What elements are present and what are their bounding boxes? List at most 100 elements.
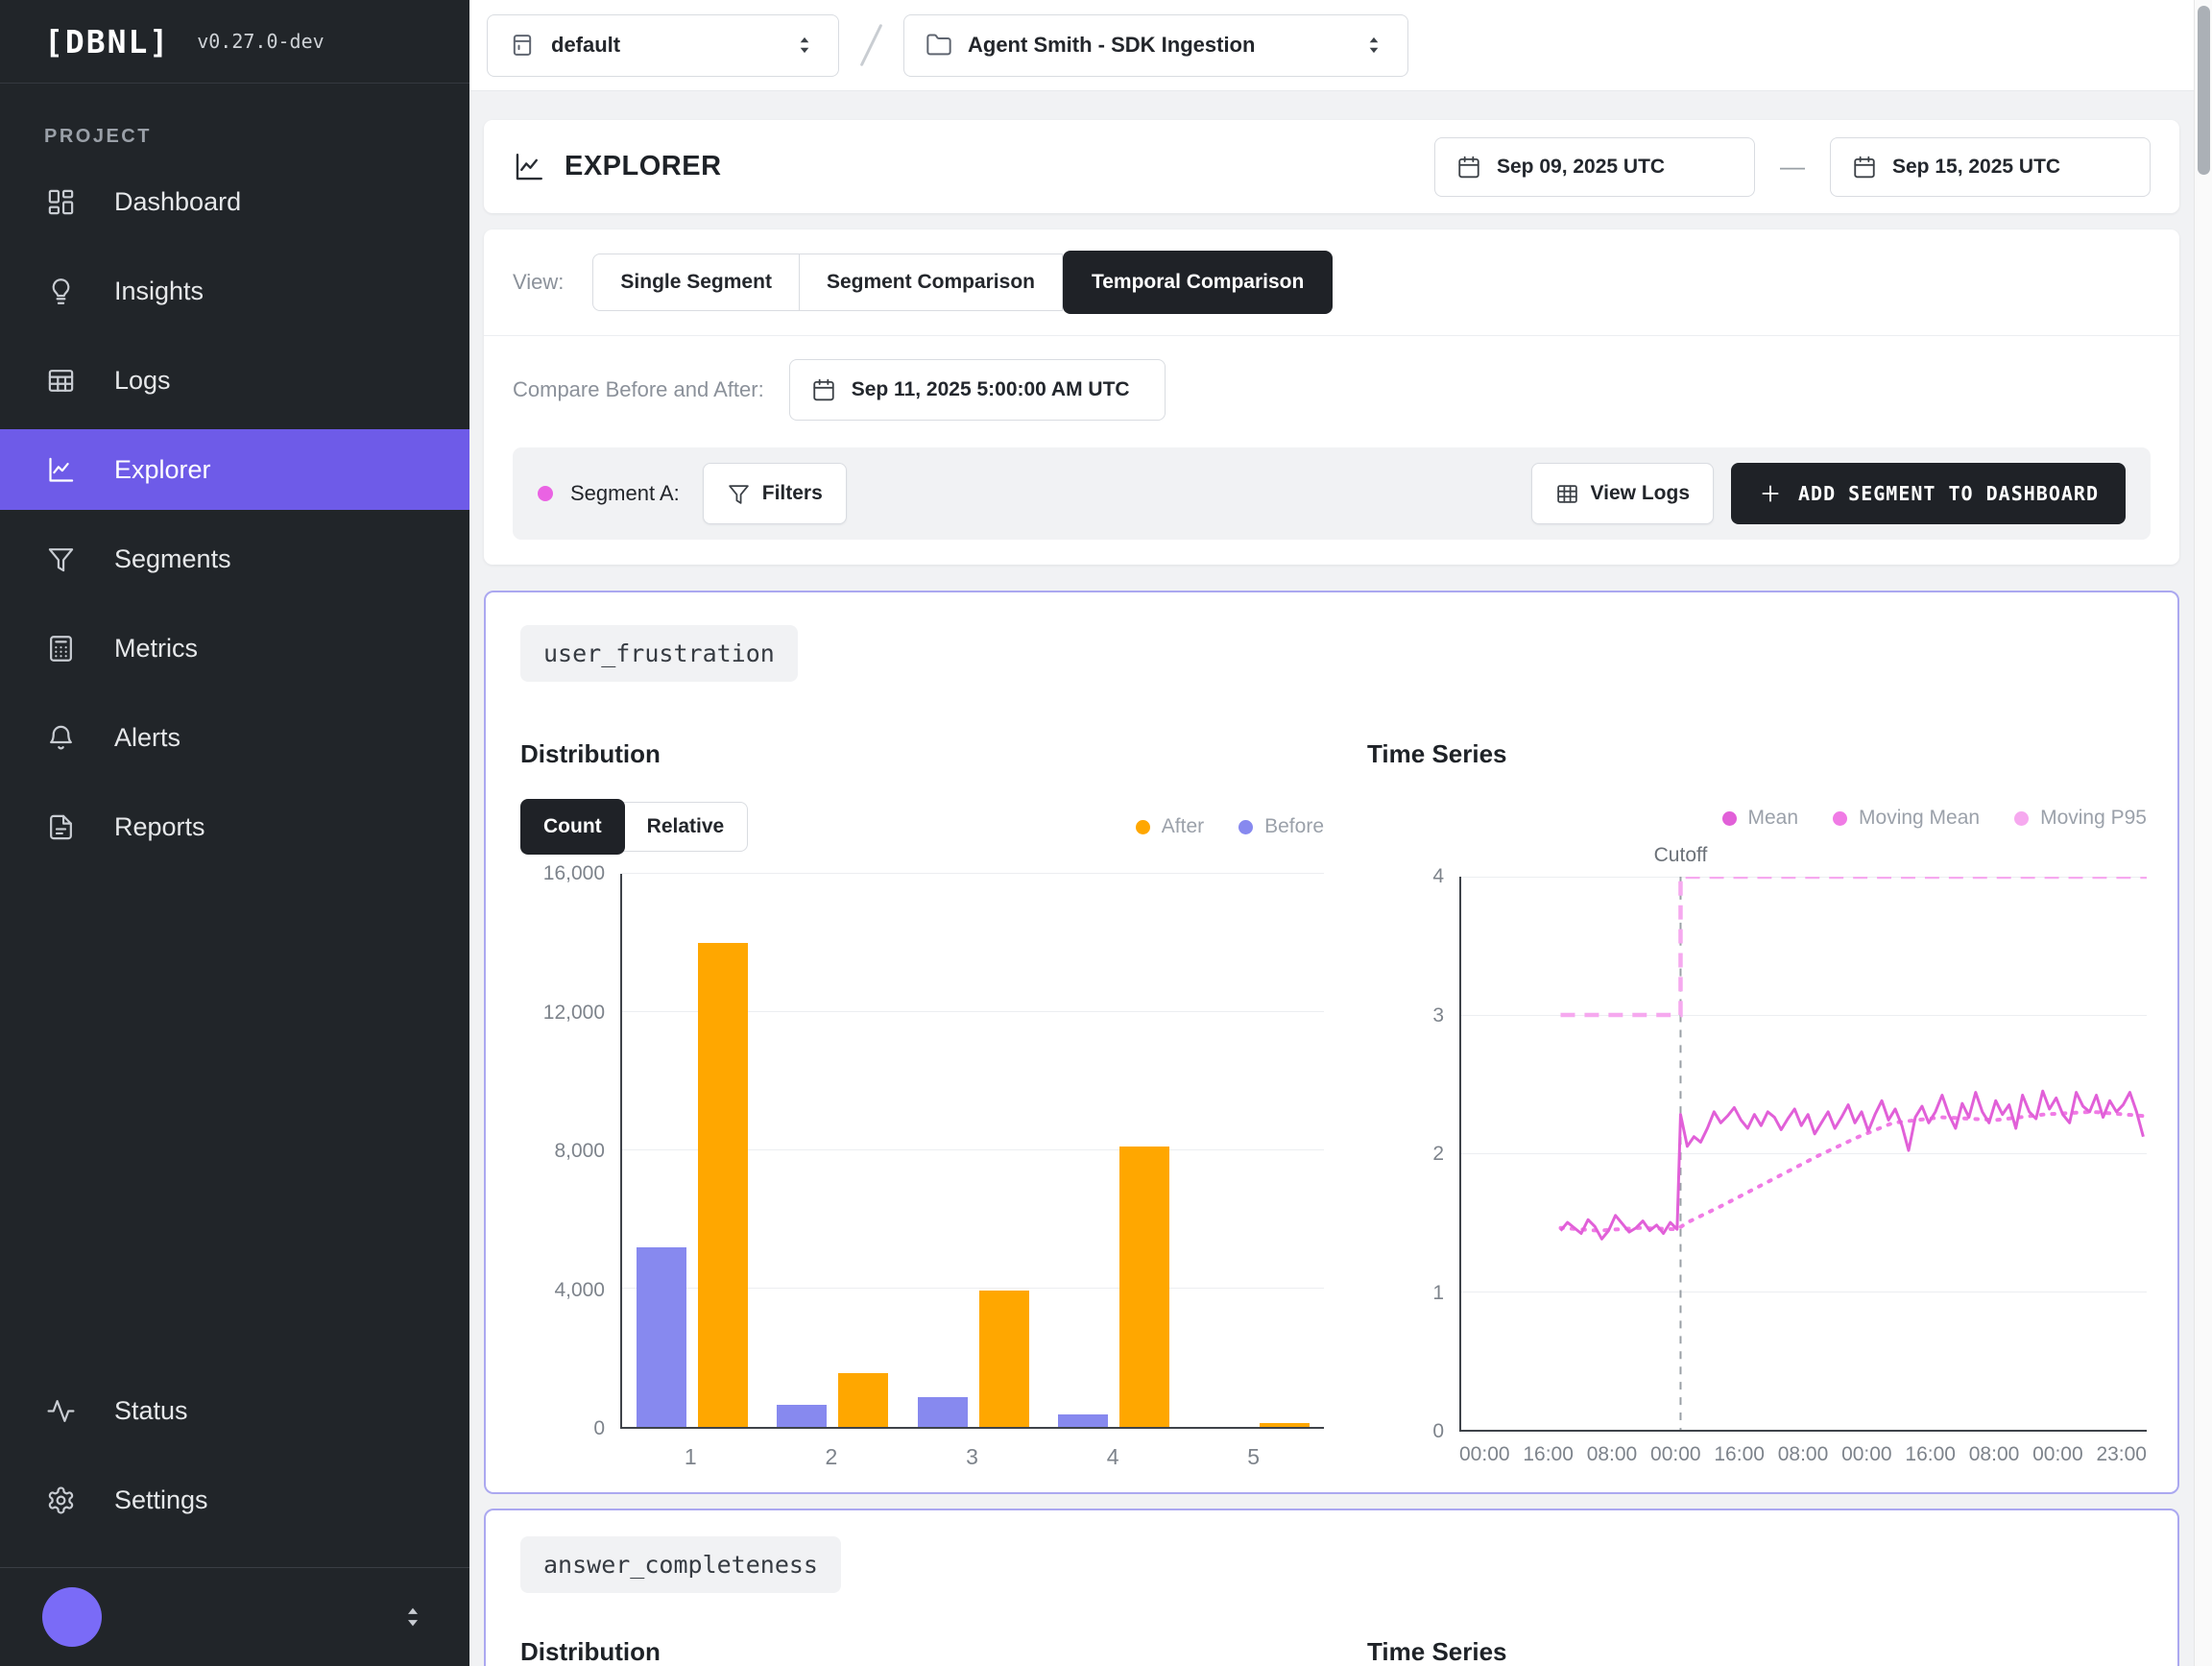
avatar[interactable] bbox=[42, 1587, 102, 1647]
distribution-column: Distribution Count Relative After Before 0… bbox=[520, 739, 1324, 1473]
sidebar-footer: Status Settings bbox=[0, 1362, 469, 1666]
chevrons-up-down-icon[interactable] bbox=[398, 1603, 427, 1631]
x-tick-label: 00:00 bbox=[1650, 1443, 1701, 1465]
main-content: EXPLORER Sep 09, 2025 UTC — Sep 15, 2025… bbox=[469, 91, 2194, 1666]
distribution-heading: Distribution bbox=[520, 739, 661, 768]
view-controls-card: View: Single Segment Segment Comparison Te… bbox=[484, 229, 2179, 565]
app-version: v0.27.0-dev bbox=[197, 30, 325, 53]
org-select[interactable]: default bbox=[487, 13, 839, 77]
legend-dot bbox=[1238, 819, 1254, 834]
view-option-single-segment[interactable]: Single Segment bbox=[592, 254, 800, 311]
view-row: View: Single Segment Segment Comparison Te… bbox=[513, 251, 2151, 314]
distribution-legend: After Before bbox=[1135, 815, 1324, 838]
filters-button[interactable]: Filters bbox=[702, 463, 847, 524]
x-tick-label: 08:00 bbox=[1586, 1443, 1638, 1465]
plus-icon bbox=[1758, 481, 1783, 506]
y-tick-label: 12,000 bbox=[542, 1001, 605, 1024]
y-tick-label: 0 bbox=[593, 1417, 605, 1439]
x-tick-label: 00:00 bbox=[1459, 1443, 1510, 1465]
count-relative-toggle: Count Relative bbox=[520, 799, 749, 855]
table-icon bbox=[1555, 482, 1579, 506]
time-series-chart: Cutoff bbox=[1459, 844, 2147, 1432]
reports-icon bbox=[46, 812, 76, 842]
start-date-input[interactable]: Sep 09, 2025 UTC bbox=[1434, 136, 1755, 197]
chart-line-icon bbox=[513, 151, 545, 183]
moving-p95-line bbox=[1560, 877, 2147, 1018]
mean-line bbox=[1559, 1089, 2145, 1241]
y-tick-label: 1 bbox=[1432, 1281, 1444, 1304]
scrollbar-track[interactable] bbox=[2194, 0, 2212, 1666]
y-tick-label: 16,000 bbox=[542, 862, 605, 884]
sidebar-item-logs[interactable]: Logs bbox=[0, 340, 469, 421]
sidebar-item-dashboard[interactable]: Dashboard bbox=[0, 161, 469, 242]
page-title-wrap: EXPLORER bbox=[513, 151, 722, 183]
time-series-heading: Time Series bbox=[1367, 739, 1507, 768]
end-date-input[interactable]: Sep 15, 2025 UTC bbox=[1830, 136, 2151, 197]
bar-after-4 bbox=[1118, 1147, 1169, 1427]
metric-card-answer-completeness[interactable]: answer_completeness Distribution CountRe… bbox=[484, 1509, 2179, 1666]
time-series-column: Time Series Mean Moving Mean Moving P95 0 1… bbox=[1367, 739, 2147, 1473]
legend-item-before: Before bbox=[1238, 815, 1324, 838]
x-tick-label: 08:00 bbox=[1968, 1443, 2020, 1465]
view-option-segment-comparison[interactable]: Segment Comparison bbox=[799, 254, 1063, 311]
distribution-bar-chart bbox=[620, 873, 1324, 1429]
bar-before-3 bbox=[917, 1397, 968, 1427]
compare-date-input[interactable]: Sep 11, 2025 5:00:00 AM UTC bbox=[788, 359, 1166, 421]
bucket-icon bbox=[509, 32, 536, 59]
x-tick-label: 00:00 bbox=[2032, 1443, 2083, 1465]
bar-after-1 bbox=[698, 943, 749, 1427]
segment-label: Segment A: bbox=[570, 481, 680, 505]
user-row[interactable] bbox=[0, 1568, 469, 1666]
legend-item-mean: Mean bbox=[1721, 807, 1798, 830]
view-logs-button[interactable]: View Logs bbox=[1530, 463, 1715, 524]
sidebar-item-metrics[interactable]: Metrics bbox=[0, 608, 469, 688]
x-tick-label: 16:00 bbox=[1523, 1443, 1574, 1465]
sidebar-item-segments[interactable]: Segments bbox=[0, 519, 469, 599]
logo-row: [DBNL] v0.27.0-dev bbox=[0, 0, 469, 84]
compare-label: Compare Before and After: bbox=[513, 377, 764, 401]
x-tick-label: 16:00 bbox=[1905, 1443, 1956, 1465]
segments-icon bbox=[46, 544, 76, 574]
sidebar-item-alerts[interactable]: Alerts bbox=[0, 697, 469, 778]
view-label: View: bbox=[513, 270, 565, 294]
folder-icon bbox=[926, 32, 952, 59]
sidebar-item-status[interactable]: Status bbox=[0, 1370, 469, 1451]
distribution-heading: Distribution bbox=[520, 1637, 661, 1666]
x-tick-label: 1 bbox=[684, 1444, 697, 1469]
app-logo: [DBNL] bbox=[44, 22, 171, 60]
sidebar-nav: Dashboard Insights Logs Explorer Segments Met… bbox=[0, 161, 469, 867]
toggle-count[interactable]: Count bbox=[520, 799, 625, 855]
project-select[interactable]: Agent Smith - SDK Ingestion bbox=[903, 13, 1408, 77]
metric-card-user-frustration[interactable]: user_frustration Distribution Count Relat… bbox=[484, 591, 2179, 1494]
sidebar-item-reports[interactable]: Reports bbox=[0, 786, 469, 867]
segment-strip: Segment A: Filters View Logs ADD SEGMENT… bbox=[513, 447, 2151, 540]
segment-color-dot bbox=[538, 486, 553, 501]
end-date-value: Sep 15, 2025 UTC bbox=[1892, 155, 2061, 178]
x-tick-label: 00:00 bbox=[1841, 1443, 1892, 1465]
cutoff-label: Cutoff bbox=[1653, 844, 1708, 866]
divider bbox=[484, 335, 2179, 336]
sidebar-item-insights[interactable]: Insights bbox=[0, 251, 469, 331]
compare-row: Compare Before and After: Sep 11, 2025 5… bbox=[513, 359, 2151, 421]
legend-item-moving-mean: Moving Mean bbox=[1833, 807, 1980, 830]
bar-before-4 bbox=[1057, 1414, 1108, 1427]
settings-icon bbox=[46, 1485, 76, 1515]
view-option-temporal-comparison[interactable]: Temporal Comparison bbox=[1062, 251, 1334, 314]
sidebar-item-settings[interactable]: Settings bbox=[0, 1460, 469, 1540]
compare-date-value: Sep 11, 2025 5:00:00 AM UTC bbox=[851, 378, 1130, 400]
alerts-icon bbox=[46, 723, 76, 753]
x-tick-label: 08:00 bbox=[1777, 1443, 1829, 1465]
separator-slash bbox=[859, 23, 883, 67]
toggle-relative[interactable]: Relative bbox=[622, 802, 749, 852]
y-tick-label: 3 bbox=[1432, 1003, 1444, 1026]
y-tick-label: 8,000 bbox=[554, 1140, 605, 1162]
time-series-lines bbox=[1558, 877, 2147, 1430]
sidebar-item-explorer[interactable]: Explorer bbox=[0, 429, 469, 510]
view-segmented-control: Single Segment Segment Comparison Temporal… bbox=[592, 251, 1334, 314]
bar-y-axis-labels: 0 4,000 8,000 12,000 16,000 bbox=[520, 862, 620, 1439]
moving-mean-line bbox=[1558, 1109, 2146, 1233]
metrics-icon bbox=[46, 634, 76, 664]
bar-after-5 bbox=[1259, 1422, 1310, 1427]
add-segment-to-dashboard-button[interactable]: ADD SEGMENT TO DASHBOARD bbox=[1731, 463, 2126, 524]
scrollbar-thumb[interactable] bbox=[2198, 6, 2210, 175]
